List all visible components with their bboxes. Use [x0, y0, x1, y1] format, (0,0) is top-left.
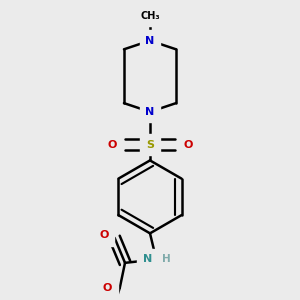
- Text: O: O: [103, 283, 112, 293]
- Text: CH₃: CH₃: [140, 11, 160, 21]
- Text: N: N: [146, 36, 154, 46]
- Text: N: N: [146, 107, 154, 117]
- Text: S: S: [146, 140, 154, 150]
- Text: H: H: [162, 254, 171, 264]
- Text: N: N: [143, 254, 152, 264]
- Text: O: O: [100, 230, 109, 240]
- Text: O: O: [184, 140, 193, 150]
- Text: O: O: [107, 140, 116, 150]
